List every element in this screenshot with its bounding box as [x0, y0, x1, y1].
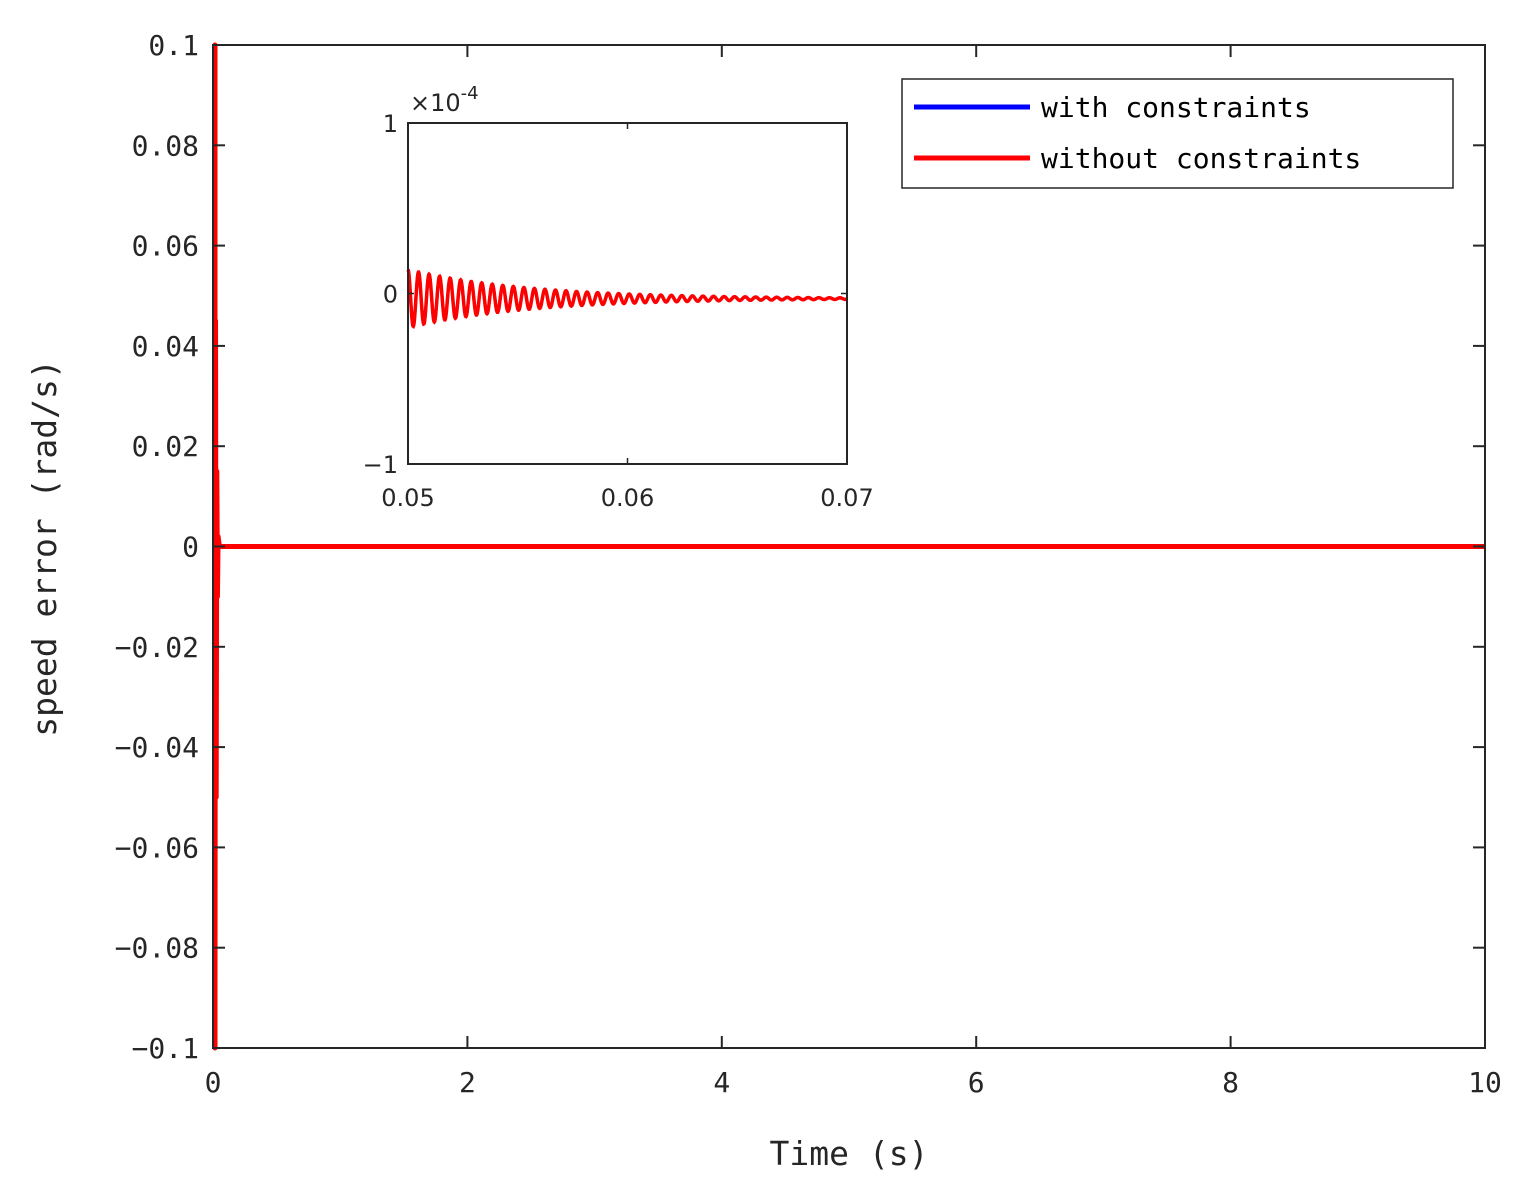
inset-y-tick-labels: −1 0 1	[363, 110, 398, 479]
y-tick-label: 0.02	[132, 430, 199, 463]
y-tick-label: 0.1	[148, 29, 199, 62]
inset-x-tick-labels: 0.05 0.06 0.07	[381, 484, 873, 512]
main-axes-box	[212, 44, 1486, 1049]
legend-label-with-constraints: with constraints	[1041, 91, 1311, 124]
y-tick-label: −0.06	[115, 831, 199, 864]
x-axis-label: Time (s)	[770, 1134, 929, 1173]
x-tick-label: 6	[968, 1066, 985, 1099]
main-plot-lines	[212, 42, 1485, 1051]
y-tick-label: 0	[182, 531, 199, 564]
legend-label-without-constraints: without constraints	[1041, 142, 1361, 175]
main-x-tick-labels: 0 2 4 6 8 10	[205, 1066, 1502, 1099]
y-axis-label: speed error (rad/s)	[25, 359, 64, 737]
x-tick-label: 8	[1222, 1066, 1239, 1099]
inset-y-tick-label: 0	[383, 281, 398, 309]
inset-x-tick-label: 0.06	[601, 484, 654, 512]
inset-plot-lines	[406, 268, 848, 330]
legend: with constraints without constraints	[901, 78, 1454, 189]
inset-y-tick-label: 1	[383, 110, 398, 138]
series-line-without-constraints	[212, 42, 1485, 1051]
x-tick-label: 0	[205, 1066, 222, 1099]
y-tick-label: −0.08	[115, 932, 199, 965]
main-y-tick-labels: −0.1 −0.08 −0.06 −0.04 −0.02 0 0.02 0.04 0.06 0.0…	[115, 29, 199, 1065]
x-tick-label: 2	[459, 1066, 476, 1099]
y-tick-label: −0.04	[115, 731, 199, 764]
inset-series-line-without-constraints	[406, 268, 848, 330]
inset-axes: 0.05 0.06 0.07 −1 0 1 ×10-4	[363, 83, 874, 512]
inset-x-tick-label: 0.07	[820, 484, 873, 512]
inset-axes-box	[407, 122, 848, 465]
x-tick-label: 4	[713, 1066, 730, 1099]
main-axes: 0 2 4 6 8 10 −0.1−0.08−0.06−0.04−0.0200.020.0…	[25, 29, 1502, 1173]
y-tick-label: 0.06	[132, 230, 199, 263]
legend-box	[901, 78, 1454, 189]
inset-y-multiplier-exponent: -4	[461, 83, 479, 104]
x-tick-label: 10	[1468, 1066, 1502, 1099]
inset-y-tick-label: −1	[363, 451, 398, 479]
y-tick-label: 0.04	[132, 330, 199, 363]
inset-x-tick-label: 0.05	[381, 484, 434, 512]
y-tick-label: −0.1	[132, 1032, 199, 1065]
inset-y-multiplier-base: ×10	[410, 89, 461, 117]
inset-y-multiplier: ×10-4	[410, 83, 479, 117]
y-tick-label: 0.08	[132, 129, 199, 162]
y-tick-label: −0.02	[115, 631, 199, 664]
